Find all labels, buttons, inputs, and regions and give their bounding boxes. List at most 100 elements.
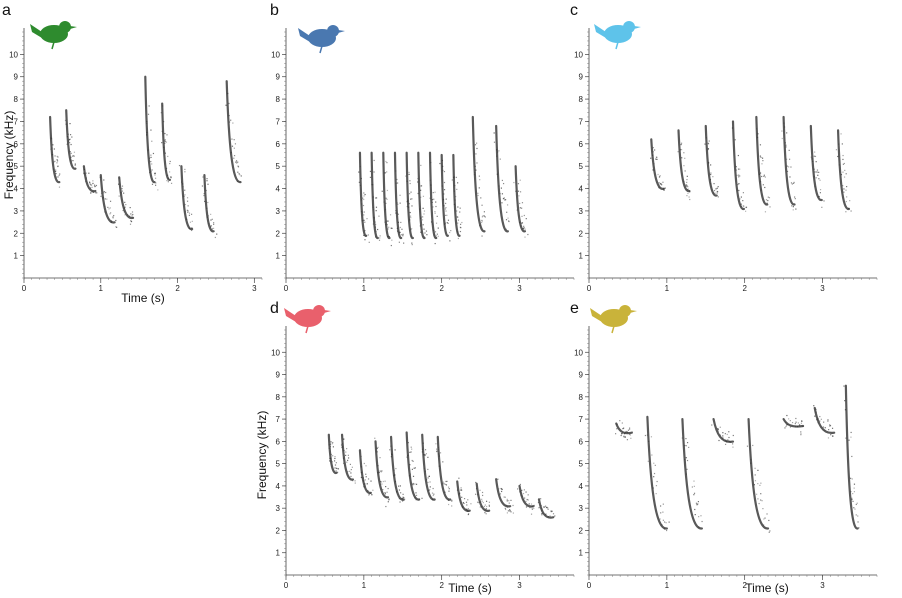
note-speckle bbox=[395, 212, 397, 214]
note-sweep bbox=[393, 151, 403, 240]
note-speckle bbox=[653, 472, 656, 475]
note-speckle bbox=[186, 197, 189, 199]
note-speckle bbox=[70, 159, 72, 161]
note-speckle bbox=[151, 163, 153, 165]
note-speckle bbox=[442, 481, 445, 483]
note-speckle bbox=[793, 181, 795, 184]
x-tick-label: 2 bbox=[439, 581, 444, 590]
note-speckle bbox=[544, 505, 547, 507]
note-speckle bbox=[368, 241, 370, 243]
panel-a-label: a bbox=[2, 2, 11, 19]
note-speckle bbox=[842, 185, 844, 187]
note-speckle bbox=[454, 184, 456, 187]
note-speckle bbox=[712, 176, 714, 178]
note-speckle bbox=[454, 199, 456, 201]
note-speckle bbox=[424, 454, 426, 457]
note-speckle bbox=[100, 192, 103, 194]
y-tick-label: 7 bbox=[276, 415, 281, 424]
note-sweep bbox=[428, 151, 438, 240]
note-speckle bbox=[650, 157, 652, 159]
note-speckle bbox=[124, 201, 126, 203]
note-speckle bbox=[475, 481, 477, 484]
note-speckle bbox=[444, 223, 446, 225]
note-speckle bbox=[541, 510, 543, 512]
note-speckle bbox=[656, 158, 658, 161]
note-speckle bbox=[623, 435, 625, 437]
note-speckle bbox=[381, 483, 383, 485]
note-speckle bbox=[189, 221, 192, 223]
note-speckle bbox=[763, 174, 765, 176]
note-speckle bbox=[630, 437, 632, 439]
note-sweep bbox=[844, 384, 859, 530]
note-speckle bbox=[685, 473, 687, 475]
y-tick-label: 8 bbox=[276, 393, 281, 402]
note-speckle bbox=[738, 176, 740, 178]
note-speckle bbox=[204, 200, 206, 203]
note-speckle bbox=[457, 216, 459, 218]
note-speckle bbox=[401, 234, 403, 236]
note-speckle bbox=[423, 213, 425, 215]
note-speckle bbox=[128, 215, 131, 217]
note-speckle bbox=[498, 488, 500, 490]
note-speckle bbox=[452, 176, 455, 179]
note-speckle bbox=[629, 434, 632, 436]
note-speckle bbox=[760, 482, 762, 484]
note-speckle bbox=[816, 419, 818, 421]
note-speckle bbox=[432, 192, 434, 194]
y-tick-label: 8 bbox=[14, 95, 19, 104]
y-tick-label: 4 bbox=[579, 482, 584, 491]
note-speckle bbox=[655, 485, 658, 487]
note-speckle bbox=[412, 482, 414, 485]
note-speckle bbox=[481, 219, 483, 222]
note-speckle bbox=[406, 180, 408, 182]
note-speckle bbox=[757, 469, 759, 471]
note-speckle bbox=[362, 197, 364, 199]
note-speckle bbox=[434, 212, 436, 214]
note-speckle bbox=[499, 192, 501, 195]
note-speckle bbox=[150, 154, 152, 156]
note-speckle bbox=[812, 158, 814, 160]
note-sweep bbox=[755, 115, 769, 206]
note-speckle bbox=[449, 231, 451, 234]
note-speckle bbox=[164, 152, 166, 154]
note-speckle bbox=[479, 489, 481, 491]
note-speckle bbox=[521, 489, 523, 491]
note-speckle bbox=[652, 169, 654, 171]
note-speckle bbox=[456, 188, 458, 190]
note-speckle bbox=[443, 181, 446, 184]
note-speckle bbox=[330, 453, 332, 456]
note-speckle bbox=[337, 471, 339, 473]
bird-leg bbox=[319, 45, 323, 54]
note-speckle bbox=[547, 508, 549, 510]
note-speckle bbox=[787, 424, 789, 426]
note-speckle bbox=[439, 452, 442, 454]
panel-b-spectrogram: b 1 2 3 4 5 6 7 8 9 10 0 1 2 3 bbox=[270, 2, 575, 293]
note-speckle bbox=[853, 483, 856, 485]
note-speckle bbox=[206, 207, 208, 209]
note-speckle bbox=[210, 219, 212, 221]
note-speckle bbox=[484, 504, 486, 506]
note-speckle bbox=[724, 443, 727, 446]
note-speckle bbox=[818, 178, 820, 180]
note-speckle bbox=[363, 214, 365, 216]
note-speckle bbox=[795, 417, 797, 420]
note-speckle bbox=[447, 222, 449, 224]
note-speckle bbox=[210, 213, 212, 215]
note-speckle bbox=[341, 443, 343, 445]
note-speckle bbox=[434, 211, 436, 213]
note-speckle bbox=[480, 506, 482, 508]
panel-e-spectrogram: e Time (s) 1 2 3 4 5 6 7 8 9 10 0 1 2 3 bbox=[570, 300, 878, 595]
note-speckle bbox=[475, 488, 478, 490]
note-speckle bbox=[717, 430, 719, 432]
note-speckle bbox=[420, 164, 422, 167]
note-speckle bbox=[484, 512, 486, 514]
note-speckle bbox=[412, 460, 414, 462]
y-tick-label: 8 bbox=[276, 95, 281, 104]
note-speckle bbox=[461, 489, 463, 491]
note-speckle bbox=[66, 143, 68, 145]
note-speckle bbox=[849, 200, 851, 202]
note-speckle bbox=[735, 169, 737, 171]
note-speckle bbox=[662, 519, 665, 521]
bird-silhouette-icon bbox=[30, 21, 77, 50]
